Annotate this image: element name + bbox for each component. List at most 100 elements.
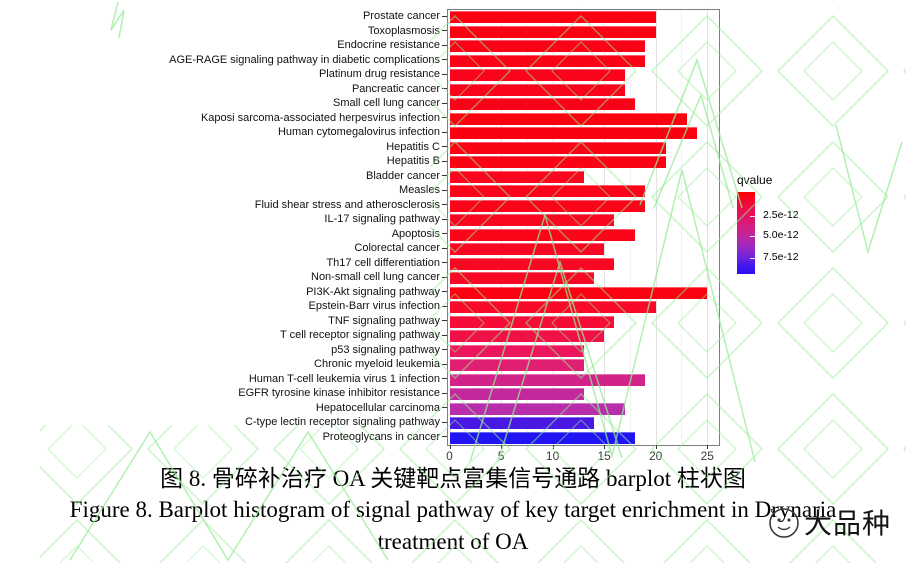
- y-axis-tick: [442, 349, 447, 351]
- bar: [449, 185, 646, 198]
- bar: [449, 112, 687, 125]
- qvalue-legend: qvalue 2.5e-12 5.0e-12 7.5e-12: [737, 173, 847, 282]
- legend-tick: [750, 216, 755, 217]
- y-axis-label: T cell receptor signaling pathway: [280, 329, 440, 341]
- caption-line-english-2: treatment of OA: [377, 529, 529, 554]
- y-axis-label: Hepatitis C: [386, 140, 440, 153]
- bar: [449, 257, 615, 270]
- y-axis-label: Kaposi sarcoma-associated herpesvirus in…: [200, 111, 440, 124]
- bar: [449, 344, 584, 357]
- y-axis-tick: [442, 88, 447, 90]
- bar: [449, 330, 605, 343]
- y-axis-tick: [442, 146, 447, 148]
- y-axis-label: Measles: [399, 184, 440, 196]
- bar: [449, 359, 584, 372]
- bar: [449, 69, 625, 82]
- y-axis-tick: [442, 305, 447, 307]
- legend-tick: [750, 258, 755, 259]
- y-axis-label: Hepatitis B: [386, 155, 440, 167]
- caption-line-chinese: 图 8. 骨碎补治疗 OA 关键靶点富集信号通路 barplot 柱状图: [160, 466, 746, 491]
- bar: [449, 141, 666, 154]
- bar: [449, 156, 666, 169]
- bar: [449, 98, 636, 111]
- y-axis-label: Hepatocellular carcinoma: [315, 401, 440, 414]
- legend-tick-label: 2.5e-12: [763, 209, 799, 221]
- y-axis-label: Human cytomegalovirus infection: [277, 126, 440, 138]
- y-axis-tick: [442, 189, 447, 191]
- y-axis-tick: [442, 247, 447, 249]
- y-axis-tick: [442, 73, 447, 75]
- y-axis-tick: [442, 233, 447, 235]
- bar: [449, 25, 656, 38]
- legend-tick: [750, 236, 755, 237]
- legend-title: qvalue: [737, 173, 773, 187]
- y-axis-tick: [442, 131, 447, 133]
- bar: [449, 83, 625, 96]
- y-axis-label: C-type lectin receptor signaling pathway: [244, 416, 440, 428]
- y-axis-tick: [442, 276, 447, 278]
- y-axis-label: Small cell lung cancer: [333, 97, 440, 109]
- plot-panel: [447, 9, 720, 446]
- y-axis-tick: [442, 59, 447, 61]
- bar: [449, 301, 656, 314]
- caption-line-english: Figure 8. Barplot histogram of signal pa…: [69, 497, 837, 522]
- y-axis-tick: [442, 117, 447, 119]
- y-axis-label: Bladder cancer: [366, 169, 440, 182]
- y-axis-label: Colorectal cancer: [354, 242, 440, 254]
- legend-body: 2.5e-12 5.0e-12 7.5e-12: [737, 192, 847, 282]
- y-axis-label: Non-small cell lung cancer: [311, 271, 440, 283]
- bar: [449, 199, 646, 212]
- y-axis-label: Human T-cell leukemia virus 1 infection: [248, 372, 440, 385]
- bar: [449, 40, 646, 53]
- y-axis-tick: [442, 44, 447, 46]
- y-axis-tick: [442, 30, 447, 32]
- bar: [449, 272, 594, 285]
- bar: [449, 54, 646, 67]
- y-axis-label: TNF signaling pathway: [328, 314, 440, 327]
- y-axis-label: PI3K-Akt signaling pathway: [306, 285, 440, 298]
- bar: [449, 170, 584, 183]
- y-axis-label: Apoptosis: [391, 227, 440, 240]
- y-axis-label: Th17 cell differentiation: [326, 256, 440, 269]
- legend-gradient-bar: [737, 192, 755, 274]
- y-axis-label: Platinum drug resistance: [318, 68, 440, 80]
- y-axis-tick: [442, 262, 447, 264]
- y-axis-tick: [442, 15, 447, 17]
- y-axis-tick: [442, 421, 447, 423]
- y-axis-label: Fluid shear stress and atherosclerosis: [254, 198, 440, 211]
- legend-tick-label: 5.0e-12: [763, 229, 799, 241]
- y-axis-tick: [442, 407, 447, 409]
- bar: [449, 243, 605, 256]
- bar: [449, 315, 615, 328]
- bar: [449, 11, 656, 24]
- y-axis-label: p53 signaling pathway: [331, 343, 440, 356]
- bars: [448, 10, 719, 445]
- y-axis-label: Chronic myeloid leukemia: [314, 358, 440, 370]
- legend-tick-label: 7.5e-12: [763, 251, 799, 263]
- bar: [449, 388, 584, 401]
- bar: [449, 214, 615, 227]
- y-axis-tick: [442, 175, 447, 177]
- y-axis-label: Proteoglycans in cancer: [322, 430, 440, 443]
- y-axis-tick: [442, 291, 447, 293]
- y-axis-tick: [442, 334, 447, 336]
- bar: [449, 228, 636, 241]
- y-axis-label: Epstein-Barr virus infection: [308, 300, 440, 312]
- y-axis-label: Endocrine resistance: [337, 39, 440, 51]
- bar: [449, 286, 708, 299]
- bar: [449, 417, 594, 430]
- bar: [449, 402, 625, 415]
- y-axis-label: AGE-RAGE signaling pathway in diabetic c…: [169, 53, 440, 66]
- bar: [449, 431, 636, 444]
- y-axis-tick: [442, 363, 447, 365]
- y-axis-tick: [442, 378, 447, 380]
- y-axis-tick: [442, 204, 447, 206]
- y-axis-tick: [442, 218, 447, 220]
- y-axis-label: Toxoplasmosis: [367, 24, 440, 37]
- y-axis-tick: [442, 320, 447, 322]
- bar: [449, 127, 697, 140]
- y-axis-tick: [442, 392, 447, 394]
- y-axis-tick: [442, 102, 447, 104]
- y-axis-labels: Prostate cancer Toxoplasmosis Endocrine re…: [0, 9, 440, 444]
